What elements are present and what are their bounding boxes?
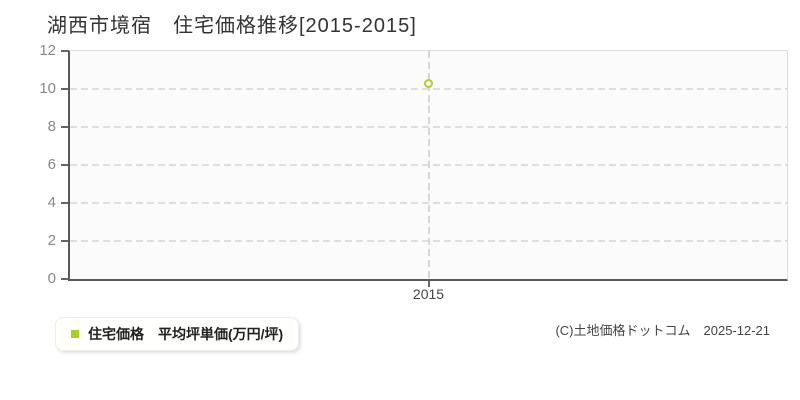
x-axis-tick [427,281,430,287]
y-axis-tick-label: 10 [39,80,56,97]
y-axis-tick-label: 6 [47,156,56,173]
y-axis-tick-label: 0 [47,270,56,287]
y-axis-tick [61,240,68,242]
legend: 住宅価格 平均坪単価(万円/坪) [55,317,300,351]
y-axis-tick-label: 2 [47,232,56,249]
y-axis-tick-label: 12 [39,42,56,59]
y-axis-tick [61,202,68,204]
x-axis-tick-label: 2015 [412,286,445,302]
y-axis-tick [61,126,68,128]
chart-title: 湖西市境宿 住宅価格推移[2015-2015] [47,15,417,37]
y-axis-tick [61,164,68,166]
y-axis-tick [61,278,68,280]
y-axis-tick [61,88,68,90]
y-axis-tick-label: 4 [47,194,56,211]
legend-marker-icon [71,330,79,338]
y-axis-tick [61,50,68,52]
v-gridline [427,51,430,279]
data-point [424,78,433,88]
y-axis-tick-label: 8 [47,118,56,135]
copyright-text: (C)土地価格ドットコム 2025-12-21 [555,323,770,338]
legend-label: 住宅価格 平均坪単価(万円/坪) [88,326,284,342]
